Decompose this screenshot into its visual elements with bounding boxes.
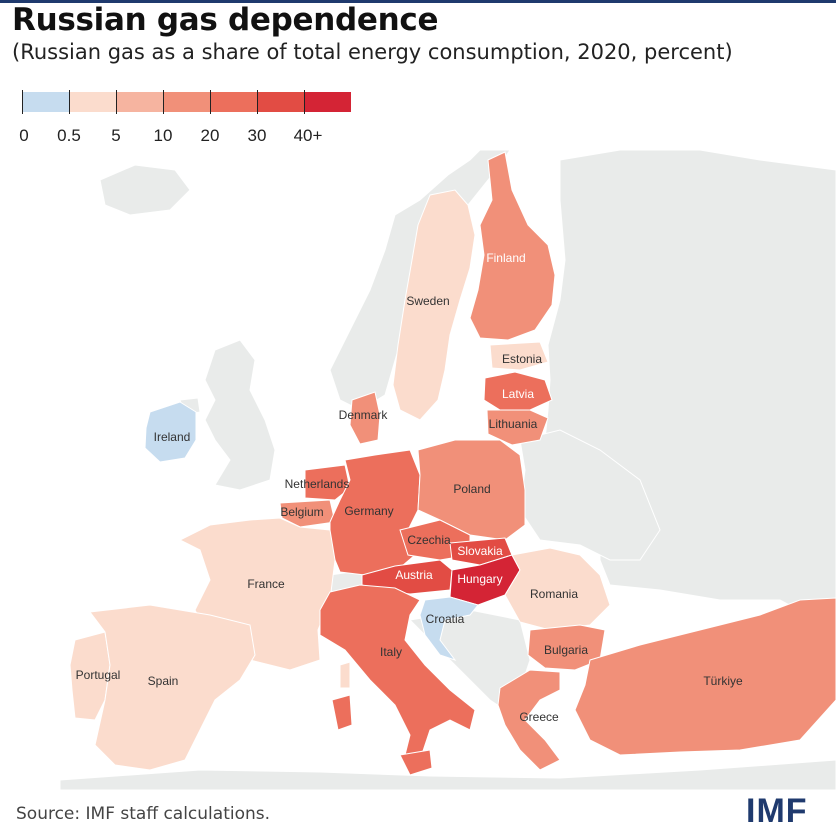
label-poland: Poland	[453, 482, 490, 496]
top-rule	[0, 0, 836, 3]
legend-label-5: 30	[247, 126, 267, 145]
legend-swatch-0	[22, 92, 69, 112]
label-croatia: Croatia	[426, 612, 465, 626]
legend-label-2: 5	[111, 126, 121, 145]
label-lithuania: Lithuania	[489, 417, 538, 431]
country-sweden	[392, 189, 476, 421]
label-romania: Romania	[530, 587, 578, 601]
country-turkiye	[574, 597, 836, 756]
country-italy-sardinia	[331, 694, 353, 731]
chart-subtitle: (Russian gas as a share of total energy …	[12, 40, 733, 64]
chart-title: Russian gas dependence	[12, 2, 439, 38]
legend-label-3: 10	[153, 126, 173, 145]
label-spain: Spain	[148, 674, 179, 688]
legend-label-0: 0	[19, 126, 29, 145]
country-italy-sicily	[399, 749, 433, 776]
color-legend: 0 0.5 5 10 20 30 40+	[19, 90, 352, 150]
label-germany: Germany	[344, 504, 393, 518]
background-land	[59, 150, 836, 790]
country-latvia	[483, 371, 553, 411]
legend-tick	[22, 90, 23, 114]
legend-swatch-5	[257, 92, 304, 112]
legend-swatch-1	[69, 92, 116, 112]
label-turkiye: Türkiye	[703, 674, 743, 688]
label-france: France	[247, 577, 285, 591]
country-poland	[417, 439, 526, 541]
label-portugal: Portugal	[76, 668, 121, 682]
europe-map: Finland Sweden Estonia Latvia Lithuania …	[59, 150, 836, 790]
legend-tick	[69, 90, 70, 114]
country-bulgaria	[527, 624, 606, 671]
label-slovakia: Slovakia	[457, 544, 503, 558]
countries	[69, 151, 836, 776]
legend-tick	[163, 90, 164, 114]
legend-swatch-2	[116, 92, 163, 112]
legend-label-6: 40+	[293, 126, 323, 145]
legend-label-4: 20	[200, 126, 220, 145]
legend-label-1: 0.5	[57, 126, 81, 145]
country-estonia	[489, 341, 549, 371]
country-finland	[469, 151, 556, 341]
land-north-africa	[59, 759, 836, 790]
legend-tick	[210, 90, 211, 114]
label-czechia: Czechia	[407, 533, 451, 547]
label-greece: Greece	[519, 710, 559, 724]
legend-swatch-6	[304, 92, 351, 112]
country-croatia	[419, 596, 479, 661]
label-denmark: Denmark	[339, 408, 389, 422]
label-hungary: Hungary	[457, 572, 502, 586]
country-spain	[89, 604, 256, 771]
label-sweden: Sweden	[406, 294, 449, 308]
country-denmark	[349, 391, 381, 445]
legend-tick	[257, 90, 258, 114]
source-note: Source: IMF staff calculations.	[16, 804, 271, 824]
label-estonia: Estonia	[502, 352, 542, 366]
land-uk	[204, 339, 276, 491]
label-latvia: Latvia	[502, 387, 534, 401]
land-russia	[539, 150, 836, 631]
label-finland: Finland	[486, 251, 525, 265]
label-italy: Italy	[380, 645, 402, 659]
country-france-corsica	[339, 661, 351, 689]
legend-swatch-4	[210, 92, 257, 112]
label-bulgaria: Bulgaria	[544, 643, 588, 657]
country-romania	[504, 547, 611, 631]
label-netherlands: Netherlands	[285, 477, 350, 491]
country-belgium	[279, 499, 336, 528]
label-austria: Austria	[395, 568, 433, 582]
country-greece	[497, 669, 561, 771]
country-italy	[319, 584, 476, 761]
land-iceland	[99, 164, 191, 216]
country-ireland	[144, 401, 197, 463]
legend-swatch-3	[163, 92, 210, 112]
label-ireland: Ireland	[154, 430, 191, 444]
imf-logo: IMF	[746, 792, 808, 830]
legend-tick	[304, 90, 305, 114]
country-lithuania	[486, 409, 549, 446]
label-belgium: Belgium	[280, 505, 323, 519]
legend-tick	[116, 90, 117, 114]
country-labels: Finland Sweden Estonia Latvia Lithuania …	[76, 251, 743, 724]
